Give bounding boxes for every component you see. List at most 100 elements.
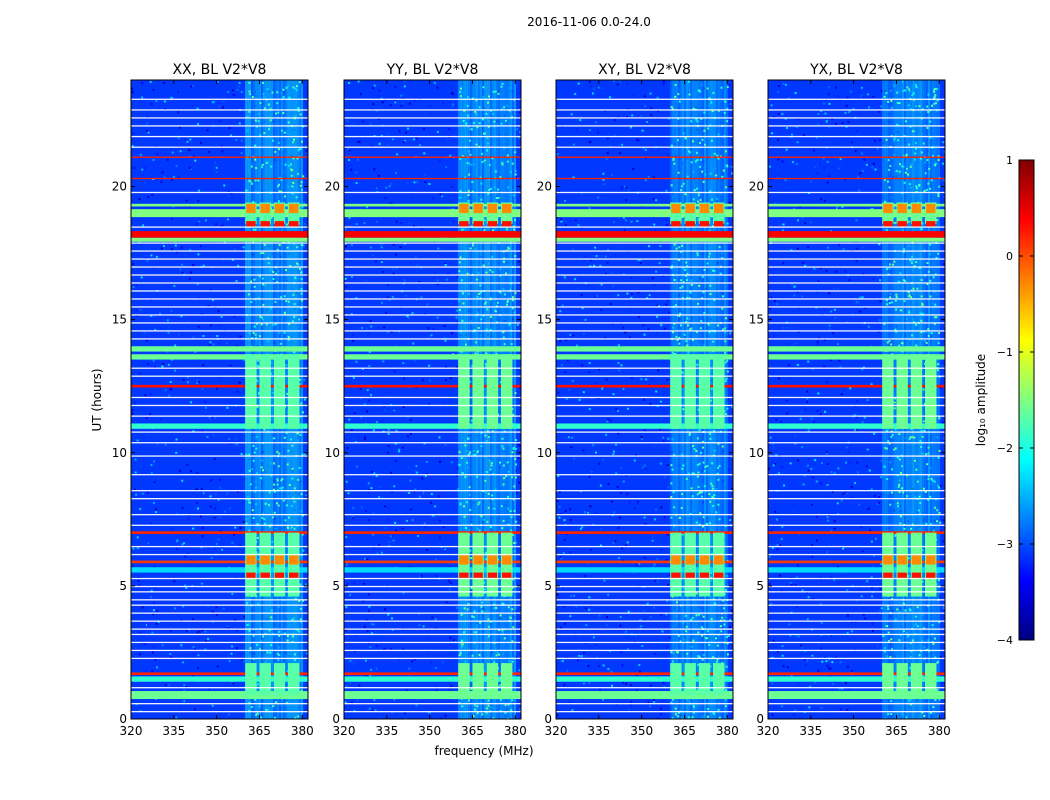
masked-row: [768, 415, 945, 417]
masked-row: [344, 338, 521, 340]
masked-row: [768, 135, 945, 138]
y-tick-label: 20: [749, 180, 764, 194]
masked-row: [131, 146, 308, 148]
x-tick-label: 380: [716, 724, 739, 738]
rfi-block-hot: [289, 203, 299, 214]
rfi-block: [501, 532, 513, 597]
rfi-row: [344, 354, 521, 360]
masked-row: [768, 125, 945, 127]
y-axis-label: UT (hours): [90, 368, 104, 431]
masked-row: [768, 711, 945, 713]
masked-row: [344, 431, 521, 433]
masked-row: [768, 498, 945, 500]
rfi-block: [910, 354, 923, 429]
bright-rows: [131, 156, 308, 700]
masked-row: [768, 649, 945, 652]
masked-row: [131, 633, 308, 636]
rfi-block-hot: [274, 221, 285, 227]
rfi-block-hot: [685, 221, 695, 227]
masked-row: [556, 687, 733, 689]
y-tick-label: 15: [537, 313, 552, 327]
rfi-block-hot: [926, 572, 936, 578]
rfi-block-hot: [883, 572, 893, 578]
masked-row: [768, 290, 945, 292]
masked-row: [556, 367, 733, 369]
panel-title: XY, BL V2*V8: [598, 62, 691, 78]
rfi-block-hot: [926, 203, 936, 214]
rfi-row: [131, 346, 308, 352]
rfi-block-hot: [671, 203, 681, 214]
rfi-block-hot: [502, 203, 512, 214]
rfi-block: [713, 532, 725, 597]
rfi-row: [768, 354, 945, 360]
masked-row: [131, 431, 308, 433]
rfi-block: [684, 532, 696, 597]
masked-row: [768, 524, 945, 526]
rfi-row: [556, 231, 733, 238]
masked-row: [556, 282, 733, 284]
masked-row: [768, 322, 945, 324]
masked-row: [768, 274, 945, 276]
rfi-block: [259, 354, 271, 429]
rfi-block-hot: [260, 203, 270, 214]
masked-row: [131, 553, 308, 556]
masked-row: [344, 703, 521, 705]
masked-row: [768, 338, 945, 340]
masked-row: [344, 498, 521, 500]
masked-row: [131, 641, 308, 644]
rfi-block-hot: [473, 555, 483, 565]
rfi-block-hot: [714, 555, 724, 565]
rfi-block-hot: [246, 572, 256, 578]
colorbar-tick-label: −4: [997, 634, 1013, 647]
rfi-row: [556, 691, 733, 700]
rfi-block-hot: [699, 555, 710, 565]
masked-row: [556, 591, 733, 593]
masked-row: [768, 282, 945, 284]
rfi-block-hot: [685, 572, 695, 578]
masked-row: [556, 474, 733, 476]
panel-title: XX, BL V2*V8: [173, 62, 267, 78]
y-tick-label: 0: [756, 712, 764, 726]
rfi-block: [925, 354, 937, 429]
panel-4: YX, BL V2*V8 320 335 350 365 380 0 5 10 15 20: [749, 62, 951, 738]
colorbar-tick-label: 1: [1006, 154, 1013, 167]
masked-row: [131, 612, 308, 614]
masked-row: [131, 290, 308, 292]
masked-row: [556, 322, 733, 324]
rfi-block: [684, 354, 696, 429]
masked-row: [768, 367, 945, 369]
y-tick-label: 5: [756, 579, 764, 593]
y-tick-label: 10: [112, 446, 127, 460]
x-tick-label: 335: [375, 724, 398, 738]
masked-row: [768, 612, 945, 614]
rfi-block-hot: [487, 572, 498, 578]
y-tick-label: 15: [112, 313, 127, 327]
bright-rows: [768, 156, 945, 700]
rfi-block-hot: [260, 221, 270, 227]
masked-row: [768, 250, 945, 252]
rfi-block: [910, 663, 923, 696]
masked-row: [768, 585, 945, 588]
rfi-block-hot: [473, 221, 483, 227]
masked-row: [131, 620, 308, 622]
masked-row: [768, 553, 945, 556]
rfi-row: [556, 237, 733, 242]
masked-row: [556, 498, 733, 500]
rfi-block: [698, 354, 711, 429]
masked-row: [556, 274, 733, 276]
masked-row: [556, 135, 733, 138]
panel-frame: [555, 79, 734, 720]
rfi-row: [131, 423, 308, 429]
x-tick-label: 320: [545, 724, 568, 738]
figure-suptitle: 2016-11-06 0.0-24.0: [527, 15, 651, 29]
masked-row: [768, 641, 945, 644]
masked-row: [344, 545, 521, 548]
masked-row: [131, 314, 308, 316]
masked-row: [131, 404, 308, 407]
rfi-block: [501, 354, 513, 429]
rfi-row: [131, 231, 308, 238]
masked-row: [768, 242, 945, 244]
rfi-block: [245, 663, 257, 696]
panel-title: YY, BL V2*V8: [386, 62, 479, 78]
masked-row: [131, 125, 308, 127]
